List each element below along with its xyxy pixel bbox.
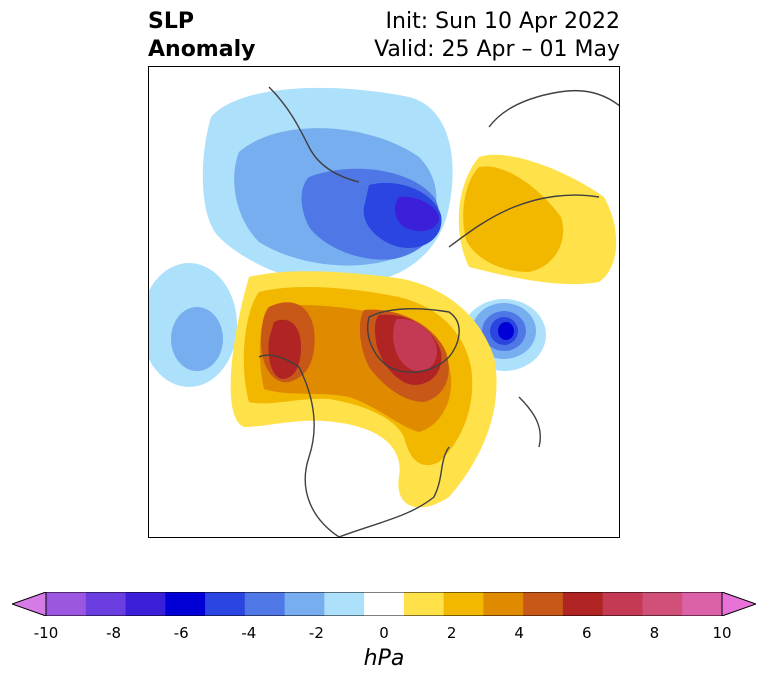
colorbar-segment (284, 592, 325, 616)
colorbar-segment (602, 592, 643, 616)
colorbar-tick-label: -6 (173, 624, 189, 642)
map-panel (148, 66, 620, 538)
colorbar-tick-label: 8 (649, 624, 660, 642)
colorbar-segment (46, 592, 87, 616)
anomaly-high-eurasia (458, 154, 617, 285)
colorbar-segment (403, 592, 445, 616)
colorbar-segment (244, 592, 286, 616)
valid-dates: Valid: 25 Apr – 01 May (374, 37, 620, 62)
land-outlines (258, 86, 619, 537)
colorbar-segment (324, 592, 365, 616)
title-line-1: SLP (148, 9, 194, 34)
colorbar-segments (12, 592, 756, 616)
colorbar-units: hPa (363, 646, 405, 671)
colorbar-segment (483, 592, 524, 616)
colorbar-extend-high (721, 592, 756, 616)
colorbar-tick-label: 10 (712, 624, 732, 642)
colorbar-tick-label: -10 (33, 624, 59, 642)
colorbar-tick-labels: -10 -8 -6 -4 -2 0 2 4 6 8 10 (0, 624, 768, 642)
colorbar-segment (642, 592, 683, 616)
colorbar-tick-label: 2 (446, 624, 457, 642)
colorbar-outline (45, 592, 723, 616)
colorbar-segment (125, 592, 166, 616)
anomaly-low-pacific (149, 263, 237, 387)
colorbar-tick-label: 0 (379, 624, 389, 642)
forecast-dates: Init: Sun 10 Apr 2022 Valid: 25 Apr – 01… (374, 8, 620, 64)
init-date: Init: Sun 10 Apr 2022 (385, 9, 620, 34)
chart-title: SLP Anomaly (148, 8, 255, 64)
colorbar-tick-label: 6 (582, 624, 592, 642)
colorbar-segment (682, 592, 723, 616)
title-line-2: Anomaly (148, 37, 256, 62)
colorbar-tick-label: -4 (241, 624, 257, 642)
colorbar-segment (165, 592, 206, 616)
colorbar-segment (205, 592, 246, 616)
colorbar-segment (523, 592, 564, 616)
colorbar-tick-label: 4 (514, 624, 524, 642)
colorbar-segment (364, 592, 405, 616)
anomaly-map (149, 86, 619, 537)
colorbar-segment (443, 592, 484, 616)
colorbar-tick-label: -2 (308, 624, 324, 642)
colorbar-segment (85, 592, 127, 616)
colorbar-extend-low (12, 592, 47, 616)
colorbar (12, 592, 756, 616)
anomaly-low-arctic (202, 87, 453, 286)
colorbar-segment (562, 592, 604, 616)
anomaly-high-america (230, 271, 497, 508)
colorbar-tick-label: -8 (106, 624, 122, 642)
